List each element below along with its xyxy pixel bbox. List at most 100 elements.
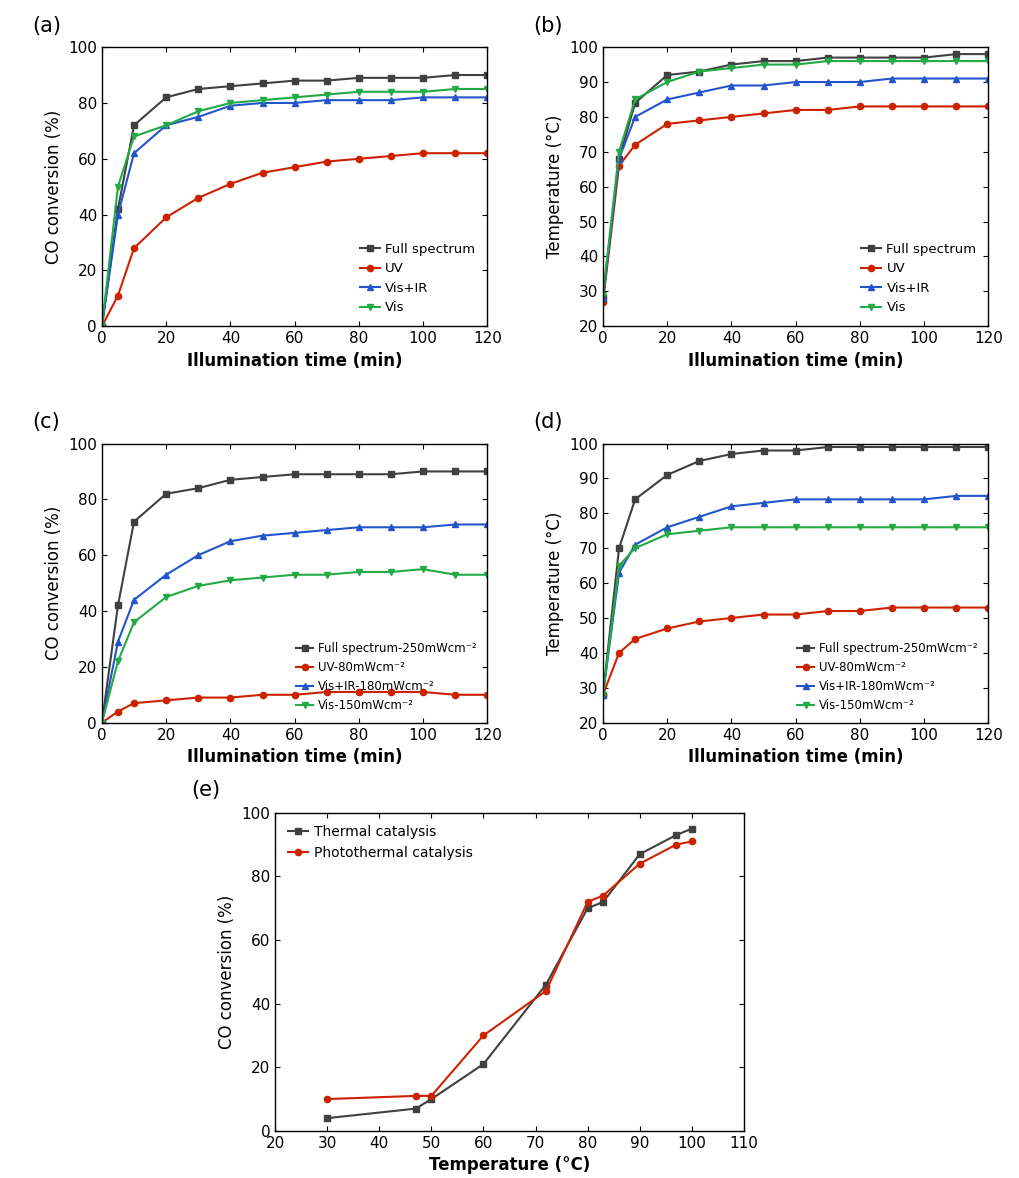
Vis+IR-180mWcm⁻²	[449, 517, 462, 531]
Vis+IR	[321, 93, 333, 107]
Full spectrum-250mWcm⁻²	[112, 598, 124, 613]
UV-80mWcm⁻²	[950, 601, 962, 615]
Full spectrum	[918, 51, 930, 65]
Thermal catalysis	[634, 847, 646, 861]
Full spectrum-250mWcm⁻²	[918, 439, 930, 454]
Vis	[612, 145, 625, 159]
Vis	[821, 54, 834, 68]
Full spectrum	[757, 54, 769, 68]
Vis+IR-180mWcm⁻²	[353, 521, 365, 535]
Line: UV-80mWcm⁻²: UV-80mWcm⁻²	[600, 604, 991, 697]
UV	[629, 138, 641, 152]
Full spectrum-250mWcm⁻²	[385, 468, 397, 482]
Full spectrum	[449, 68, 462, 82]
UV	[950, 99, 962, 113]
Vis-150mWcm⁻²	[385, 565, 397, 580]
Vis-150mWcm⁻²	[982, 521, 995, 535]
Full spectrum-250mWcm⁻²	[224, 472, 236, 487]
Vis-150mWcm⁻²	[950, 521, 962, 535]
Line: Vis+IR: Vis+IR	[600, 75, 991, 302]
UV	[385, 148, 397, 163]
UV-80mWcm⁻²	[918, 601, 930, 615]
Line: Vis: Vis	[600, 58, 991, 298]
Vis+IR-180mWcm⁻²	[661, 521, 674, 535]
Vis+IR-180mWcm⁻²	[790, 492, 802, 507]
Vis+IR	[257, 95, 269, 110]
Line: Full spectrum-250mWcm⁻²: Full spectrum-250mWcm⁻²	[99, 469, 490, 726]
Vis-150mWcm⁻²	[449, 568, 462, 582]
Line: Vis+IR: Vis+IR	[99, 94, 490, 330]
Line: UV-80mWcm⁻²: UV-80mWcm⁻²	[99, 689, 490, 726]
Vis+IR	[597, 291, 609, 305]
Vis	[128, 130, 141, 144]
UV	[321, 154, 333, 168]
Vis+IR	[481, 91, 493, 105]
UV-80mWcm⁻²	[612, 646, 625, 660]
Full spectrum	[693, 65, 705, 79]
Vis+IR-180mWcm⁻²	[224, 534, 236, 548]
Full spectrum	[128, 118, 141, 132]
Vis+IR	[757, 79, 769, 93]
Vis	[950, 54, 962, 68]
UV	[449, 146, 462, 160]
Vis+IR	[918, 72, 930, 86]
Vis	[726, 61, 738, 75]
Full spectrum	[629, 95, 641, 110]
Vis+IR-180mWcm⁻²	[693, 510, 705, 524]
Line: Photothermal catalysis: Photothermal catalysis	[324, 839, 695, 1103]
UV-80mWcm⁻²	[726, 611, 738, 626]
Photothermal catalysis	[634, 856, 646, 871]
Vis-150mWcm⁻²	[726, 521, 738, 535]
Vis	[629, 92, 641, 106]
Line: Full spectrum: Full spectrum	[99, 72, 490, 330]
Vis-150mWcm⁻²	[321, 568, 333, 582]
UV-80mWcm⁻²	[193, 690, 205, 704]
Full spectrum-250mWcm⁻²	[449, 464, 462, 478]
Vis	[481, 82, 493, 97]
Full spectrum-250mWcm⁻²	[257, 470, 269, 484]
X-axis label: Illumination time (min): Illumination time (min)	[688, 748, 904, 766]
Full spectrum	[612, 152, 625, 166]
Vis+IR-180mWcm⁻²	[629, 537, 641, 551]
UV-80mWcm⁻²	[661, 622, 674, 636]
Vis+IR	[661, 92, 674, 106]
Vis+IR	[128, 146, 141, 160]
Full spectrum	[385, 71, 397, 85]
Full spectrum	[481, 68, 493, 82]
Full spectrum-250mWcm⁻²	[597, 688, 609, 702]
Vis-150mWcm⁻²	[224, 574, 236, 588]
Vis-150mWcm⁻²	[353, 565, 365, 580]
UV	[821, 102, 834, 117]
X-axis label: Temperature (°C): Temperature (°C)	[429, 1157, 590, 1174]
Text: (d): (d)	[534, 412, 564, 432]
Vis	[193, 105, 205, 119]
UV-80mWcm⁻²	[481, 688, 493, 702]
Vis-150mWcm⁻²	[693, 524, 705, 538]
Vis+IR-180mWcm⁻²	[982, 489, 995, 503]
Line: Vis: Vis	[99, 86, 490, 330]
Full spectrum-250mWcm⁻²	[629, 492, 641, 507]
Vis-150mWcm⁻²	[128, 615, 141, 629]
UV	[790, 102, 802, 117]
Vis+IR	[96, 319, 108, 333]
Photothermal catalysis	[671, 838, 683, 852]
Text: (c): (c)	[33, 412, 60, 432]
Vis+IR	[726, 79, 738, 93]
Vis	[661, 75, 674, 90]
Y-axis label: Temperature (°C): Temperature (°C)	[546, 511, 564, 655]
Full spectrum	[821, 51, 834, 65]
Full spectrum-250mWcm⁻²	[96, 715, 108, 729]
Line: Thermal catalysis: Thermal catalysis	[324, 826, 695, 1121]
Vis-150mWcm⁻²	[417, 562, 429, 576]
Vis-150mWcm⁻²	[257, 570, 269, 584]
Thermal catalysis	[597, 895, 609, 909]
Vis-150mWcm⁻²	[629, 541, 641, 555]
Vis+IR	[112, 207, 124, 221]
Text: (a): (a)	[33, 16, 61, 37]
Line: UV: UV	[600, 104, 991, 305]
Vis	[353, 85, 365, 99]
UV	[353, 152, 365, 166]
Y-axis label: CO conversion (%): CO conversion (%)	[45, 507, 62, 660]
Full spectrum-250mWcm⁻²	[693, 454, 705, 468]
Line: Vis+IR-180mWcm⁻²: Vis+IR-180mWcm⁻²	[99, 522, 490, 726]
